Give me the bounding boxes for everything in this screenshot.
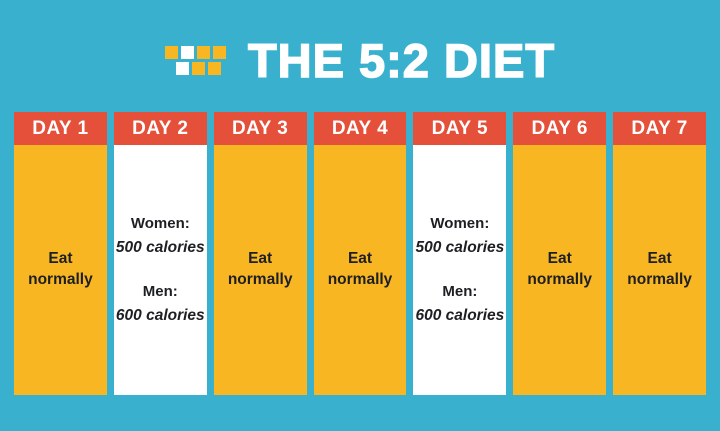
day-column-2: DAY 2 Women: 500 calories Men: 600 calor… — [113, 112, 207, 395]
men-calories-group: Men: 600 calories — [116, 281, 205, 327]
men-label: Men: — [442, 283, 478, 300]
eat-line-2: normally — [627, 271, 692, 288]
day-column-1: DAY 1 Eat normally — [14, 112, 107, 395]
eat-line-1: Eat — [647, 250, 672, 268]
women-calories-group: Women: 500 calories — [415, 213, 504, 259]
eat-line-2: normally — [227, 271, 293, 288]
eat-normally-text: Eat normally — [28, 249, 93, 291]
eat-line-1: Eat — [48, 250, 73, 268]
women-label: Women: — [130, 215, 190, 233]
day-body-normal: Eat normally — [613, 145, 707, 395]
logo-square — [191, 61, 205, 75]
day-column-4: DAY 4 Eat normally — [313, 112, 407, 395]
eat-normally-text: Eat normally — [527, 249, 592, 291]
eat-normally-text: Eat normally — [228, 249, 293, 291]
logo-row-top — [164, 45, 226, 59]
men-calories-group: Men: 600 calories — [415, 281, 504, 327]
eat-line-1: Eat — [248, 250, 273, 268]
eat-normally-text: Eat normally — [328, 249, 393, 291]
women-calories: 500 calories — [115, 238, 205, 256]
day-column-3: DAY 3 Eat normally — [213, 112, 307, 395]
day-header: DAY 7 — [613, 112, 707, 145]
logo-square — [175, 61, 189, 75]
logo-square — [212, 45, 226, 59]
masthead: THE 5:2 DIET — [0, 0, 720, 112]
men-calories: 600 calories — [115, 306, 205, 324]
day-body-normal: Eat normally — [513, 145, 607, 395]
day-body-normal: Eat normally — [213, 145, 307, 395]
eat-line-1: Eat — [547, 250, 572, 268]
women-label: Women: — [430, 215, 490, 233]
women-calories-group: Women: 500 calories — [116, 213, 205, 259]
pixel-grid-logo-icon — [164, 45, 226, 75]
day-column-6: DAY 6 Eat normally — [513, 112, 607, 395]
day-body-normal: Eat normally — [313, 145, 407, 395]
day-header: DAY 3 — [213, 112, 307, 145]
day-body-fast: Women: 500 calories Men: 600 calories — [413, 145, 507, 395]
logo-square — [196, 45, 210, 59]
day-body-fast: Women: 500 calories Men: 600 calories — [113, 145, 207, 395]
logo-square — [207, 61, 221, 75]
day-header: DAY 2 — [113, 112, 207, 145]
logo-row-bottom — [175, 61, 226, 75]
day-column-5: DAY 5 Women: 500 calories Men: 600 calor… — [413, 112, 507, 395]
day-header: DAY 6 — [513, 112, 607, 145]
day-header: DAY 5 — [413, 112, 507, 145]
eat-normally-text: Eat normally — [627, 249, 692, 291]
eat-line-2: normally — [28, 271, 93, 288]
day-header: DAY 1 — [14, 112, 107, 145]
eat-line-1: Eat — [347, 250, 373, 268]
page-title: THE 5:2 DIET — [247, 33, 556, 88]
day-header: DAY 4 — [313, 112, 407, 145]
logo-square — [180, 45, 194, 59]
men-label: Men: — [142, 283, 178, 300]
men-calories: 600 calories — [415, 306, 505, 324]
day-body-normal: Eat normally — [14, 145, 107, 395]
eat-line-2: normally — [327, 271, 393, 288]
logo-square — [164, 45, 178, 59]
day-column-7: DAY 7 Eat normally — [613, 112, 707, 395]
women-calories: 500 calories — [415, 238, 505, 256]
eat-line-2: normally — [527, 271, 593, 288]
week-grid: DAY 1 Eat normally DAY 2 Women: 500 calo… — [14, 112, 707, 395]
